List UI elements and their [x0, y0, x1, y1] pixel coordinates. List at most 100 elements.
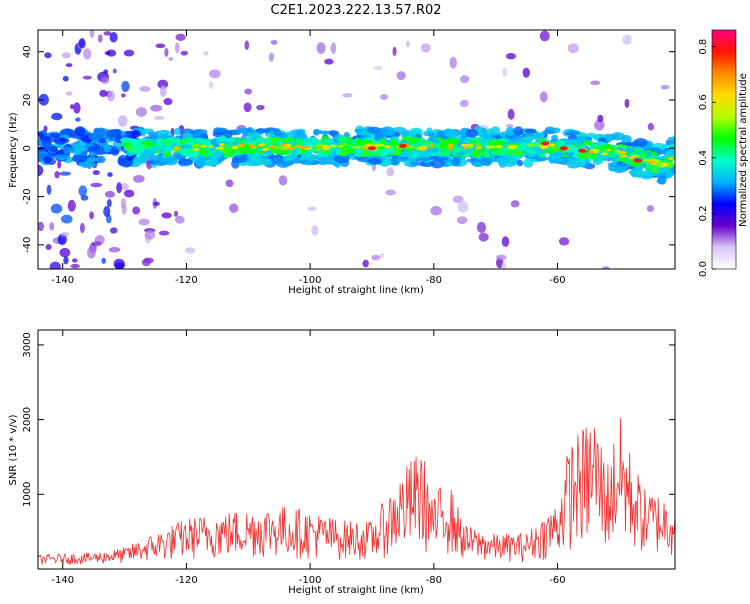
spectrogram-blob [73, 102, 81, 114]
spectrogram-blob [502, 67, 508, 77]
spectrogram-blob [249, 129, 257, 135]
spectrogram-blob [163, 98, 173, 106]
spectrogram-blob [155, 43, 166, 49]
spectrogram-blob [86, 158, 95, 164]
spectrogram-blob [495, 144, 503, 148]
spectrogram-blob [356, 157, 372, 163]
spectrogram-blob [139, 86, 151, 92]
spectrogram-blob [527, 143, 537, 147]
spectrogram-blob [177, 158, 194, 166]
spectrogram-blob [241, 146, 252, 150]
spectrogram-blob [112, 68, 117, 74]
spectrogram-blob [91, 241, 102, 247]
spectrogram-blob [628, 156, 634, 160]
spectrogram-blob [157, 129, 171, 135]
y-tick-label: 1000 [22, 482, 33, 507]
spectrogram-blob [647, 122, 655, 131]
spectrogram-blob [38, 221, 44, 232]
colorbar-ticks: 0.0 0.2 0.4 0.6 0.8 [698, 39, 716, 277]
x-tick-label: -80 [426, 275, 442, 286]
spectrogram-blob [380, 94, 388, 100]
spectrogram-blob [46, 184, 52, 195]
spectrogram-blob [374, 133, 382, 141]
spectrogram-blob [549, 146, 559, 150]
spectrogram-blob [225, 179, 234, 188]
spectrogram-blob [446, 137, 460, 146]
spectrogram-blob [544, 126, 556, 134]
spectrogram-blob [340, 143, 350, 147]
colorbar-strip [711, 29, 737, 270]
spectrogram-blob [300, 141, 310, 148]
spectrogram-blob [343, 148, 348, 151]
spectrogram-blob [427, 131, 435, 138]
spectrogram-blob [92, 170, 100, 176]
spectrogram-blob [657, 175, 667, 185]
spectrogram-blob [195, 160, 205, 166]
spectrogram-blob [268, 52, 274, 62]
spectrogram-blob [507, 108, 515, 120]
spectrogram-ticks: -140 -120 -100 -80 -60 -40 -20 0 20 40 [22, 30, 675, 286]
spectrogram-blob [158, 230, 170, 236]
x-tick-label: -60 [549, 275, 565, 286]
spectrogram-blob [667, 136, 675, 142]
spectrogram-blob [156, 156, 164, 162]
spectrogram-blob [101, 257, 107, 264]
spectrogram-blob [552, 127, 561, 134]
spectrogram-blob [384, 131, 396, 136]
spectrogram-blob [346, 148, 352, 151]
spectrogram-blob [121, 204, 127, 215]
spectrogram-blob [315, 147, 321, 151]
spectrogram-blob [233, 154, 248, 163]
x-tick-label: -100 [299, 275, 322, 286]
spectrogram-blob [654, 155, 663, 161]
spectrogram-heatmap [38, 30, 675, 269]
spectrogram-blob [119, 137, 133, 144]
spectrogram-blob [157, 79, 169, 89]
spectrogram-blob [173, 127, 181, 136]
spectrogram-blob [619, 151, 627, 154]
spectrogram-blob [646, 204, 654, 213]
spectrogram-blob [280, 143, 287, 147]
spectrogram-blob [620, 134, 632, 144]
x-tick-label: -60 [549, 575, 565, 586]
spectrogram-blob [74, 126, 86, 136]
spectrogram-blob [510, 200, 520, 208]
spectrogram-blob [38, 164, 44, 177]
spectrogram-blob [223, 144, 230, 148]
spectrogram-blob [571, 138, 584, 146]
spectrogram-blob [277, 149, 291, 156]
spectrogram-blob [395, 144, 400, 148]
spectrogram-blob [307, 206, 317, 211]
spectrogram-blob [237, 144, 246, 148]
spectrogram-blob [386, 167, 395, 177]
spectrogram-blob [400, 150, 414, 158]
spectrogram-blob [108, 246, 121, 253]
spectrogram-blob [65, 63, 73, 68]
spectrogram-blob [107, 90, 115, 102]
spectrogram-blob [535, 155, 548, 162]
spectrogram-x-axis-label: Height of straight line (km) [288, 285, 424, 296]
spectrogram-blob [392, 46, 397, 57]
colorbar-tick-label: 0.0 [698, 261, 709, 277]
spectrogram-blob [278, 175, 288, 186]
spectrogram-blob [228, 149, 236, 157]
y-tick-label: 0 [22, 145, 33, 151]
spectrogram-blob [236, 149, 246, 155]
spectrogram-blob [490, 126, 501, 136]
spectrogram-blob [385, 189, 396, 196]
snr-panel: -140 -120 -100 -80 -60 1000 2000 3000 Height of… [8, 329, 676, 596]
snr-frame [37, 329, 676, 570]
y-tick-label: 20 [22, 94, 33, 107]
spectrogram-blob [447, 143, 454, 147]
spectrogram-blob [495, 156, 509, 164]
spectrogram-blob [57, 233, 67, 246]
spectrogram-blob [548, 143, 556, 147]
spectrogram-blob [159, 85, 167, 97]
spectrogram-blob [625, 147, 636, 153]
spectrogram-blob [339, 150, 346, 157]
spectrogram-blob [110, 149, 120, 154]
spectrogram-blob [601, 266, 610, 269]
spectrogram-blob [38, 132, 45, 138]
spectrogram-blob [667, 157, 674, 160]
spectrogram-blob [317, 150, 324, 156]
